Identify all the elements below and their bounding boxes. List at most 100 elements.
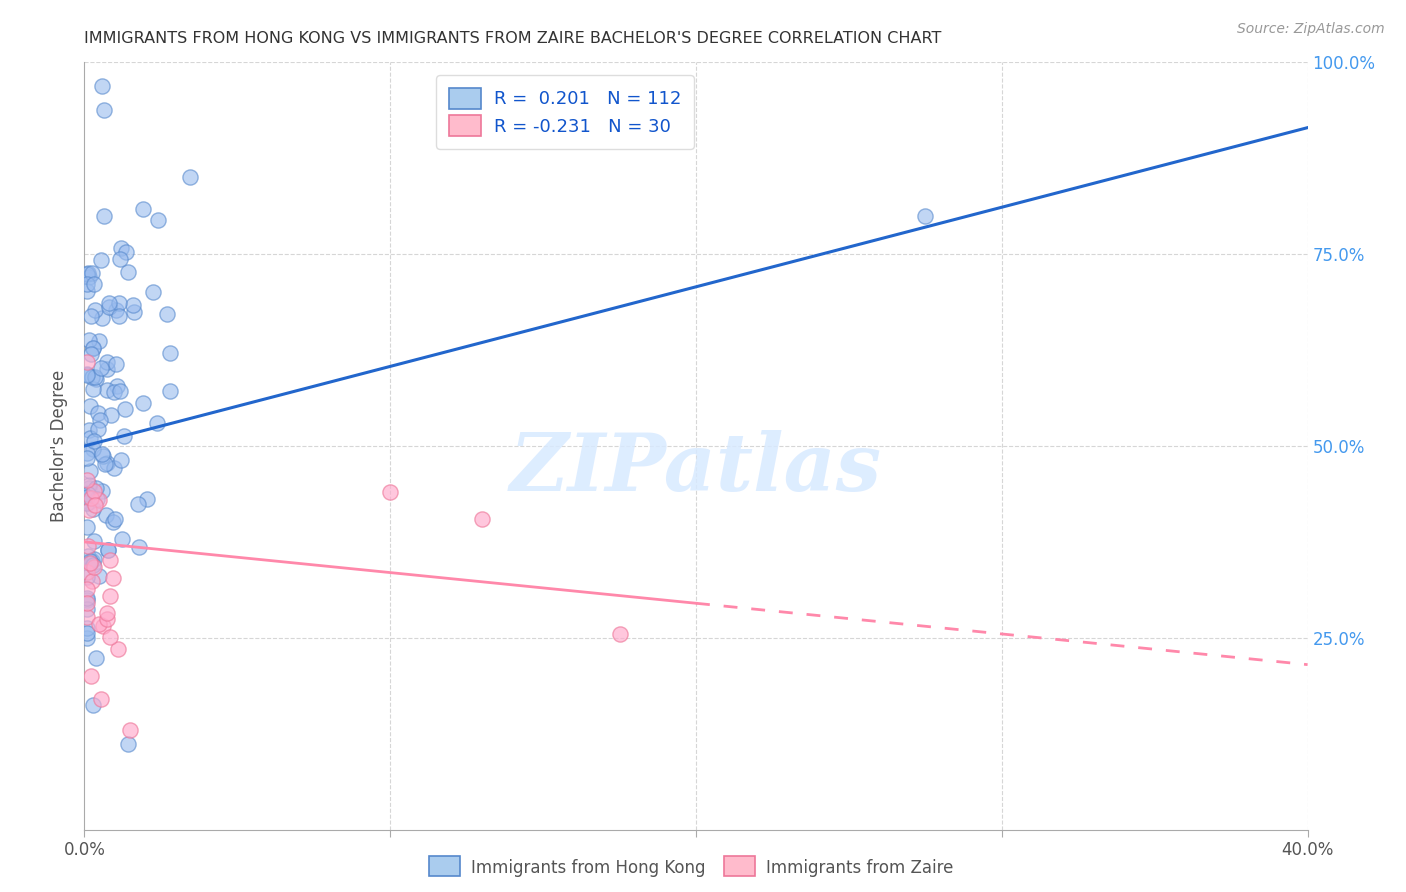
Point: [76, 610, 98, 624]
Point: [107, 641, 129, 656]
Point: [82, 382, 104, 396]
Y-axis label: Bachelor's Degree: Bachelor's Degree: [51, 370, 69, 522]
Point: [111, 532, 134, 546]
Point: [105, 378, 128, 392]
Point: [93, 457, 115, 471]
Point: [79, 431, 101, 445]
Point: [86, 492, 108, 507]
Point: [76, 446, 98, 460]
Point: [76, 549, 98, 563]
Point: [104, 512, 127, 526]
Point: [98, 552, 121, 566]
Point: [89, 413, 111, 427]
Point: [76, 490, 98, 504]
Point: [108, 310, 131, 324]
Point: [159, 384, 181, 398]
Point: [90, 691, 112, 706]
Point: [84, 370, 107, 384]
Point: [84, 372, 107, 386]
Point: [110, 252, 132, 267]
Point: [179, 170, 201, 185]
Point: [90, 253, 112, 268]
Point: [83, 277, 105, 291]
Point: [79, 481, 101, 495]
Point: [132, 202, 155, 216]
Point: [103, 385, 125, 400]
Point: [82, 698, 104, 713]
Point: [80, 554, 103, 568]
Point: [127, 497, 149, 511]
Point: [82, 341, 104, 355]
Point: [76, 368, 98, 382]
Point: [76, 267, 98, 281]
Point: [76, 368, 98, 382]
Point: [83, 484, 105, 499]
Point: [82, 502, 104, 516]
Point: [110, 453, 132, 467]
Point: [83, 551, 105, 566]
Point: [80, 668, 103, 682]
Point: [83, 559, 105, 574]
Point: [80, 347, 103, 361]
Point: [380, 485, 402, 500]
Point: [91, 310, 114, 325]
Point: [76, 277, 98, 292]
Point: [76, 622, 98, 636]
Point: [96, 612, 118, 626]
Point: [100, 409, 122, 423]
Point: [79, 464, 101, 478]
Point: [97, 543, 120, 558]
Point: [93, 209, 115, 223]
Point: [80, 574, 103, 589]
Point: [77, 540, 100, 554]
Text: Immigrants from Hong Kong: Immigrants from Hong Kong: [471, 859, 706, 877]
Point: [80, 309, 103, 323]
Point: [117, 265, 139, 279]
Point: [110, 241, 132, 255]
Point: [117, 737, 139, 751]
Point: [79, 554, 101, 568]
Point: [91, 79, 114, 94]
Point: [87, 422, 110, 436]
Point: [110, 384, 132, 399]
Point: [79, 399, 101, 413]
Point: [93, 103, 115, 117]
Text: ZIPatlas: ZIPatlas: [510, 430, 882, 508]
Point: [90, 361, 112, 376]
Point: [128, 540, 150, 554]
Point: [82, 266, 104, 280]
Point: [112, 428, 135, 442]
Point: [76, 473, 98, 487]
Point: [87, 406, 110, 420]
Point: [77, 495, 100, 509]
Point: [146, 417, 169, 431]
Point: [82, 558, 104, 573]
Point: [105, 303, 128, 318]
Point: [146, 213, 169, 227]
Point: [76, 626, 98, 640]
Point: [91, 619, 114, 633]
Point: [76, 496, 98, 510]
Text: Immigrants from Zaire: Immigrants from Zaire: [766, 859, 953, 877]
Point: [77, 270, 100, 285]
Point: [96, 508, 118, 522]
Point: [83, 534, 105, 549]
Point: [76, 602, 98, 616]
Point: [114, 244, 136, 259]
Point: [76, 569, 98, 583]
Point: [76, 450, 98, 465]
Point: [87, 493, 110, 508]
Point: [82, 342, 104, 356]
Point: [77, 487, 100, 501]
Point: [84, 498, 107, 512]
Point: [131, 396, 153, 410]
Point: [76, 566, 98, 580]
Point: [122, 305, 145, 319]
Point: [82, 442, 104, 457]
Point: [76, 593, 98, 607]
Point: [914, 209, 936, 223]
Text: IMMIGRANTS FROM HONG KONG VS IMMIGRANTS FROM ZAIRE BACHELOR'S DEGREE CORRELATION: IMMIGRANTS FROM HONG KONG VS IMMIGRANTS …: [84, 31, 942, 46]
Point: [101, 571, 124, 585]
Point: [96, 355, 118, 369]
Point: [83, 434, 105, 448]
